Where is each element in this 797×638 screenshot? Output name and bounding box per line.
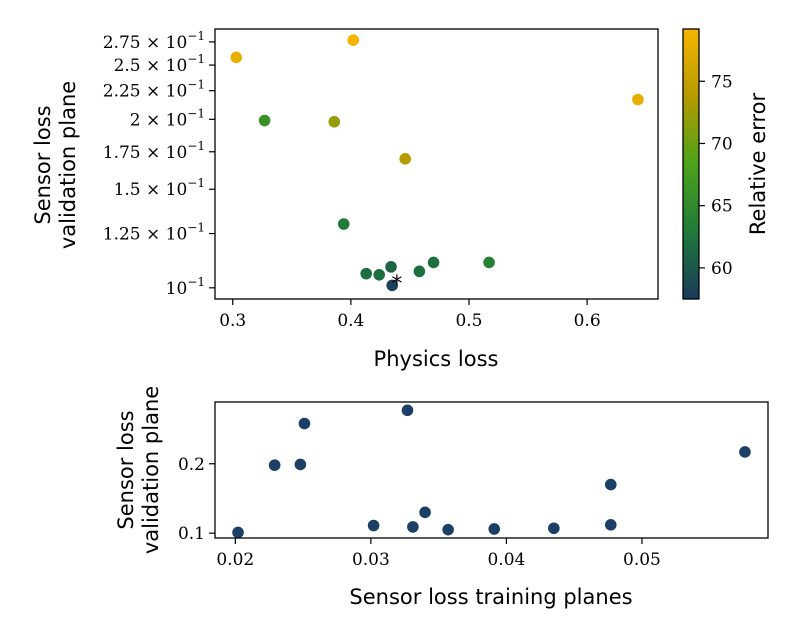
- top-data-point: [328, 115, 341, 128]
- bottom-data-point: [298, 417, 311, 430]
- bottom-y-axis-label-line1: Sensor loss: [114, 410, 138, 529]
- colorbar-tick-label: 75: [711, 72, 733, 92]
- top-data-point: [373, 268, 386, 281]
- top-axis-ticks: 0.3 0.4 0.5 0.6 10−1 1.25 × 10−1 1.5 × 10−1 1.7…: [103, 29, 601, 331]
- top-data-point: [347, 34, 360, 46]
- top-y-tick-label: 2.75 × 10−1: [103, 29, 205, 53]
- top-data-point: [413, 265, 426, 278]
- colorbar-label: Relative error: [746, 93, 770, 236]
- top-y-tick-label: 2 × 10−1: [130, 106, 205, 130]
- bottom-chart: 0.02 0.03 0.04 0.05 0.1 0.2 Sensor loss train…: [114, 386, 769, 609]
- colorbar-tick-label: 65: [711, 197, 733, 217]
- colorbar-frame: [682, 28, 700, 300]
- bottom-data-point: [367, 519, 380, 532]
- top-data-point: [632, 93, 644, 106]
- bottom-y-axis-label-line2: validation plane: [139, 386, 163, 554]
- bottom-data-point: [488, 523, 501, 535]
- bottom-data-point: [604, 478, 617, 491]
- bottom-y-tick-label: 0.2: [178, 455, 205, 475]
- bottom-plot-frame: [214, 401, 769, 539]
- top-data-point: [427, 256, 440, 269]
- bottom-data-point: [401, 404, 414, 417]
- top-data-point: [483, 256, 495, 269]
- bottom-data-point: [548, 522, 560, 535]
- top-data-point: [230, 51, 243, 64]
- top-data-point: [386, 279, 399, 292]
- top-x-axis-label: Physics loss: [374, 347, 499, 371]
- top-y-tick-label: 1.5 × 10−1: [114, 176, 205, 200]
- top-x-tick-label: 0.6: [574, 311, 601, 331]
- bottom-data-point: [419, 506, 431, 519]
- top-data-point: [337, 218, 350, 230]
- colorbar-ticks: 60 65 70 75: [699, 72, 733, 279]
- top-data-point: [258, 114, 271, 127]
- bottom-data-point: [442, 523, 454, 536]
- top-data-point: [385, 261, 397, 273]
- colorbar: 60 65 70 75 Relative error: [682, 28, 770, 300]
- top-y-axis-label-line1: Sensor loss: [31, 105, 55, 224]
- top-x-tick-label: 0.5: [455, 311, 482, 331]
- bottom-x-tick-label: 0.02: [216, 550, 254, 570]
- bottom-data-point: [739, 446, 751, 458]
- bottom-x-tick-label: 0.04: [487, 550, 525, 570]
- bottom-points: [232, 404, 751, 539]
- bottom-x-axis-label: Sensor loss training planes: [349, 585, 632, 609]
- colorbar-tick-label: 60: [711, 259, 733, 279]
- best-point-marker: *: [391, 272, 402, 297]
- colorbar-gradient: [683, 29, 699, 299]
- bottom-x-tick-label: 0.05: [623, 550, 661, 570]
- bottom-x-tick-label: 0.03: [352, 550, 390, 570]
- top-chart: 0.3 0.4 0.5 0.6 10−1 1.25 × 10−1 1.5 × 10−1 1.7…: [31, 28, 659, 371]
- top-x-tick-label: 0.3: [219, 311, 246, 331]
- top-y-tick-label: 2.5 × 10−1: [114, 52, 205, 76]
- bottom-data-point: [604, 519, 617, 531]
- top-data-point: [360, 267, 373, 280]
- top-y-tick-label: 2.25 × 10−1: [103, 78, 205, 102]
- bottom-data-point: [232, 526, 244, 539]
- top-y-tick-label: 10−1: [166, 275, 205, 299]
- top-plot-frame: [214, 28, 659, 300]
- top-data-point: [399, 153, 411, 165]
- bottom-y-tick-label: 0.1: [178, 524, 205, 544]
- colorbar-tick-label: 70: [711, 134, 733, 154]
- bottom-data-point: [294, 458, 307, 471]
- top-y-axis-label-line2: validation plane: [56, 81, 80, 249]
- bottom-data-point: [407, 521, 419, 533]
- top-y-tick-label: 1.75 × 10−1: [103, 139, 205, 163]
- top-points: [230, 34, 644, 292]
- top-y-tick-label: 1.25 × 10−1: [103, 221, 205, 245]
- bottom-axis-ticks: 0.02 0.03 0.04 0.05 0.1 0.2: [178, 455, 661, 570]
- bottom-data-point: [268, 459, 281, 471]
- top-x-tick-label: 0.4: [337, 311, 364, 331]
